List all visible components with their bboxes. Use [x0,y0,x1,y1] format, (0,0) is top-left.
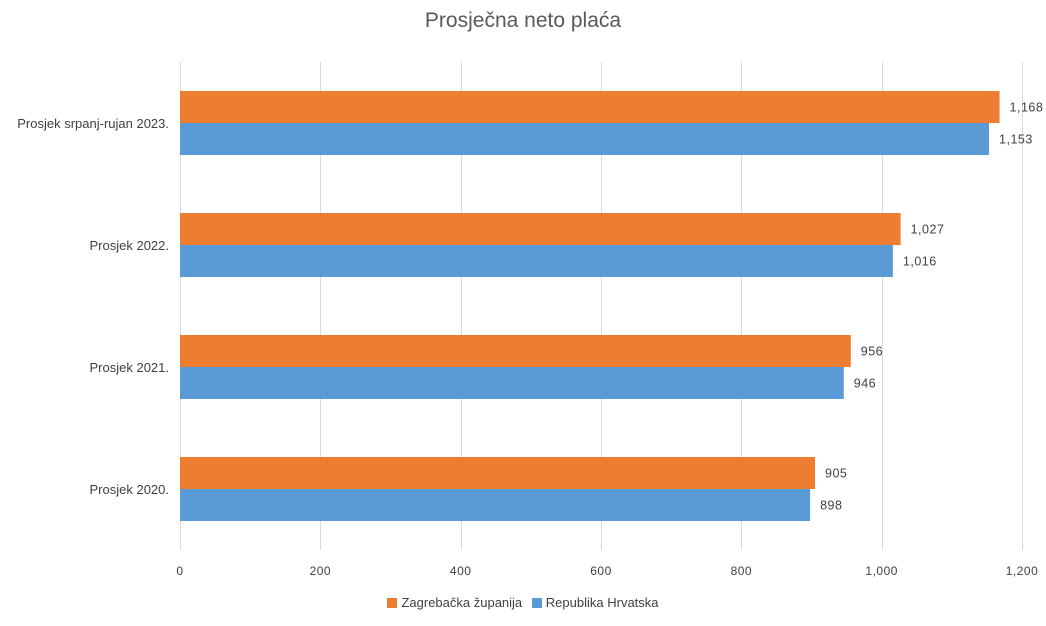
x-tick-label: 0 [176,564,183,578]
x-tick-label: 800 [731,564,753,578]
legend-item-zagrebacka: Zagrebačka županija [387,595,522,610]
x-tick-label: 1,000 [865,564,898,578]
x-tick-label: 1,200 [1006,564,1039,578]
x-tick-label: 600 [590,564,612,578]
data-label: 905 [825,467,847,481]
data-label: 956 [861,345,883,359]
category-label: Prosjek srpanj-rujan 2023. [17,116,169,131]
legend-item-hrvatska: Republika Hrvatska [531,595,659,610]
chart-title: Prosječna neto plaća [424,9,622,32]
category-label: Prosjek 2020. [90,482,170,497]
category-label: Prosjek 2021. [90,360,170,375]
x-axis-ticks: 0 200 400 600 800 1,000 1,200 [176,564,1039,578]
bar-zagrebacka [180,457,816,489]
data-label: 898 [820,499,842,513]
data-label: 1,027 [911,223,945,237]
x-tick-label: 200 [310,564,332,578]
data-label: 1,153 [999,133,1033,147]
category-labels: Prosjek srpanj-rujan 2023. Prosjek 2022. P… [17,116,169,497]
legend-swatch-zagrebacka [387,598,398,608]
bar-zagrebacka [180,213,901,245]
legend-label-zagrebacka: Zagrebačka županija [401,595,523,610]
category-label: Prosjek 2022. [90,238,170,253]
legend-swatch-hrvatska [531,598,542,608]
data-label: 1,168 [1010,101,1044,115]
data-label: 1,016 [903,255,937,269]
x-tick-label: 400 [450,564,472,578]
bar-hrvatska [180,489,811,521]
data-label: 946 [854,377,876,391]
legend: Zagrebačka županija Republika Hrvatska [0,595,1046,610]
bar-hrvatska [180,123,990,155]
bar-zagrebacka [180,91,1000,123]
bars: 1,168 1,153 1,027 1,016 956 946 905 898 [180,91,1043,521]
bar-zagrebacka [180,335,851,367]
bar-hrvatska [180,367,844,399]
legend-label-hrvatska: Republika Hrvatska [545,595,659,610]
bar-hrvatska [180,245,893,277]
